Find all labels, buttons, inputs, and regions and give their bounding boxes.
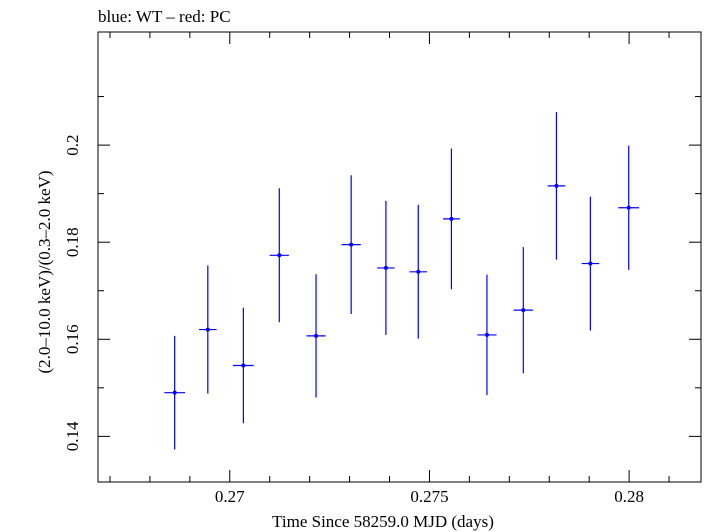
y-tick-label: 0.16 [63, 324, 82, 354]
data-point [484, 332, 489, 337]
data-point [205, 327, 210, 332]
x-axis-ticks: 0.27 0.275 0.28 [109, 32, 670, 506]
data-point [277, 253, 282, 258]
y-tick-label: 0.18 [63, 227, 82, 257]
plot-frame [97, 31, 702, 483]
data-point [172, 390, 177, 395]
data-point [241, 363, 246, 368]
y-axis-ticks: 0.14 0.16 0.18 0.2 [63, 96, 701, 451]
data-point [383, 265, 388, 270]
data-point [314, 333, 319, 338]
y-axis-label: (2.0–10.0 keV)/(0.3–2.0 keV) [35, 170, 54, 373]
chart-title: blue: WT – red: PC [98, 7, 231, 26]
data-series [164, 112, 640, 450]
x-tick-label: 0.28 [614, 487, 644, 506]
y-tick-label: 0.14 [63, 421, 82, 451]
data-point [349, 242, 354, 247]
data-point [416, 269, 421, 274]
x-tick-label: 0.275 [410, 487, 448, 506]
data-point [521, 308, 526, 313]
y-tick-label: 0.2 [63, 134, 82, 155]
data-point [554, 183, 559, 188]
x-tick-label: 0.27 [215, 487, 245, 506]
data-point [449, 216, 454, 221]
x-axis-label: Time Since 58259.0 MJD (days) [272, 512, 494, 531]
data-point [588, 261, 593, 266]
data-point [626, 205, 631, 210]
data-layer [164, 112, 640, 450]
